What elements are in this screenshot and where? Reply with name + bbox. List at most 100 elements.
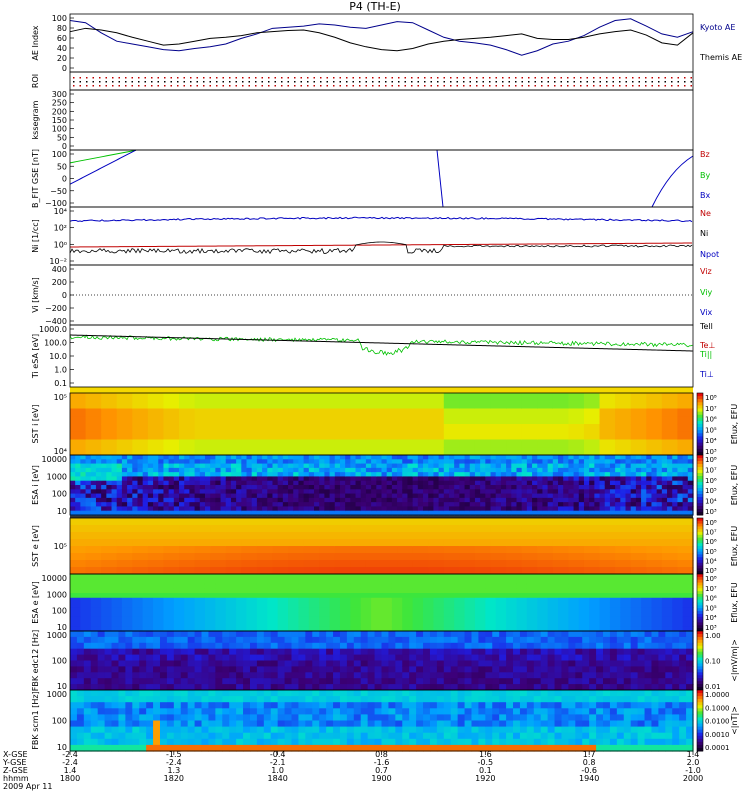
fbk_e-cell — [353, 636, 362, 644]
sst_ion-cell — [256, 424, 274, 433]
roi-dot — [430, 77, 432, 79]
esa_ion-cell — [173, 485, 180, 490]
fbk_b-cell — [111, 708, 120, 715]
esa_ion-cell — [308, 506, 315, 512]
esa_e-cell — [578, 616, 590, 623]
fbk_b-cell — [333, 714, 341, 722]
fbk_b-cell — [353, 714, 362, 722]
esa_ion-cell — [516, 497, 523, 503]
fbk_b-cell — [291, 726, 300, 734]
esa_ion-cell — [319, 476, 325, 482]
esa_e-cell — [537, 583, 549, 589]
esa_ion-cell — [210, 489, 216, 495]
esa_ion-cell — [397, 510, 403, 516]
esa_e-cell — [495, 607, 507, 613]
sst_e-cell — [70, 518, 87, 526]
sst_ion-cell — [85, 447, 102, 456]
esa_ion-cell — [469, 506, 476, 512]
esa_e-cell — [288, 621, 300, 627]
fbk_b-cell — [388, 726, 396, 734]
fbk_e-cell — [416, 666, 424, 673]
esa_ion-cell — [620, 480, 627, 486]
esa_e-cell — [641, 616, 653, 623]
esa_e-cell — [163, 612, 175, 618]
fbk_e-cell — [540, 642, 549, 650]
esa_e-cell — [121, 574, 133, 580]
esa_e-cell — [101, 583, 113, 589]
esa_ion-cell — [407, 497, 414, 503]
fbk_e-cell — [222, 678, 230, 685]
sst_e-cell — [70, 532, 87, 540]
fbk_b-cell — [111, 702, 120, 709]
esa_ion-cell — [329, 476, 336, 482]
fbk_b-cell — [180, 690, 189, 697]
esa_ion-cell — [532, 459, 538, 465]
esa_ion-cell — [106, 489, 113, 495]
esa_e-cell — [495, 574, 507, 580]
sst_ion-cell — [552, 447, 569, 456]
fbk_b-cell — [159, 702, 168, 709]
esa_ion-cell — [298, 467, 305, 473]
fbk_b-cell — [443, 744, 452, 752]
esa_e-cell — [516, 626, 528, 632]
sst_e-cell — [412, 546, 429, 554]
fbk_e-cell — [568, 648, 576, 656]
fbk_e-cell — [139, 660, 147, 667]
esa_e-cell — [215, 588, 227, 594]
esa_ion-cell — [189, 502, 196, 508]
fbk_b-cell — [153, 738, 161, 746]
fbk_e-cell — [159, 672, 168, 679]
esa_e-cell — [454, 616, 466, 623]
fbk_e-cell — [284, 660, 293, 667]
esa_e-cell — [90, 597, 102, 604]
esa_ion-cell — [158, 506, 165, 512]
legend-temp-3: Ti⊥ — [699, 370, 714, 379]
fbk_b-cell — [443, 738, 452, 746]
esa_ion-cell — [661, 467, 668, 473]
fbk_e-cell — [526, 672, 535, 679]
esa_ion-cell — [386, 493, 393, 499]
fbk_b-cell — [180, 702, 189, 709]
sst_ion-cell — [350, 431, 367, 441]
esa_ion-cell — [438, 476, 445, 482]
esa_ion-cell — [464, 506, 471, 512]
fbk_e-cell — [519, 672, 528, 679]
esa_ion-cell — [168, 472, 175, 478]
esa_ion-cell — [241, 489, 248, 495]
esa_e-cell — [163, 607, 175, 613]
esa_ion-cell — [537, 472, 544, 478]
fbk_e-cell — [381, 642, 390, 650]
esa_ion-cell — [246, 480, 253, 486]
esa_ion-cell — [168, 455, 175, 460]
esa_e-cell — [267, 578, 279, 585]
fbk_e-cell — [603, 660, 611, 667]
esa_ion-cell — [189, 459, 196, 465]
fbk_e-cell — [464, 678, 473, 685]
fbk_b-cell — [166, 738, 175, 746]
fbk_e-cell — [381, 660, 390, 667]
fbk_b-cell — [367, 720, 376, 728]
fbk_b-cell — [208, 744, 216, 752]
fbk_b-cell — [478, 726, 486, 734]
esa_ion-cell — [158, 459, 165, 465]
fbk_e-cell — [76, 636, 85, 644]
fbk_e-cell — [125, 660, 133, 667]
roi-dot — [86, 77, 88, 79]
esa_ion-cell — [210, 455, 216, 460]
sst_e-cell — [490, 532, 507, 540]
fbk_b-cell — [326, 738, 334, 746]
sst_e-cell — [288, 525, 305, 533]
esa_ion-cell — [137, 510, 144, 516]
fbk_b-cell — [312, 702, 320, 709]
fbk_e-cell — [533, 631, 542, 638]
esa_e-cell — [506, 574, 518, 580]
sst_ion-cell — [334, 408, 351, 417]
sst_ion-cell — [225, 439, 242, 448]
esa_e-cell — [516, 593, 528, 599]
esa_ion-cell — [537, 467, 544, 473]
esa_ion-cell — [262, 493, 268, 499]
esa_ion-cell — [376, 463, 383, 469]
esa_ion-cell — [365, 502, 372, 508]
esa_ion-cell — [225, 472, 232, 478]
esa_ion-cell — [542, 459, 549, 465]
